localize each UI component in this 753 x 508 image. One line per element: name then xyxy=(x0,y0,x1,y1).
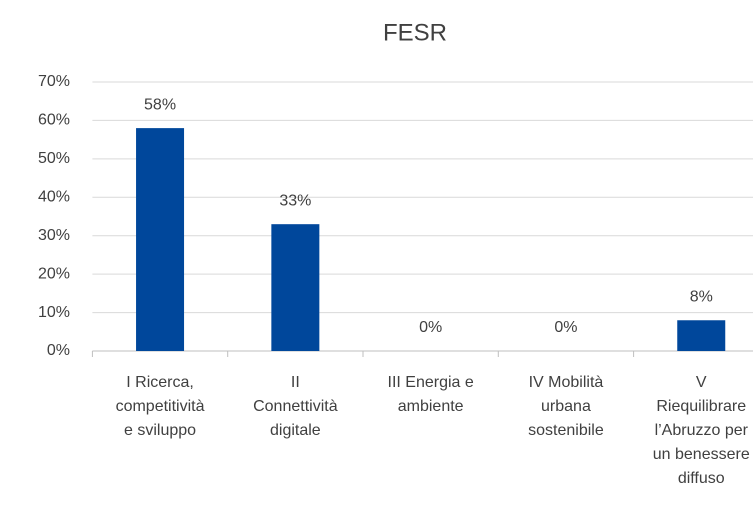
y-tick-label: 10% xyxy=(38,304,70,321)
x-tick-label: un benessere xyxy=(653,446,750,463)
x-tick-label: urbana xyxy=(541,398,591,415)
x-tick-label: II xyxy=(291,374,300,391)
data-label: 58% xyxy=(144,96,176,113)
data-label: 33% xyxy=(279,192,311,209)
x-tick-label: III Energia e xyxy=(388,374,474,391)
y-tick-label: 60% xyxy=(38,112,70,129)
x-tick-label: Connettività xyxy=(253,398,338,415)
y-tick-label: 40% xyxy=(38,189,70,206)
x-tick-label: sostenibile xyxy=(528,422,604,439)
y-tick-label: 70% xyxy=(38,73,70,90)
data-label: 8% xyxy=(690,288,713,305)
chart-title: FESR xyxy=(383,19,447,46)
x-tick-label: e sviluppo xyxy=(124,422,196,439)
bar xyxy=(271,224,320,351)
bar xyxy=(677,320,726,351)
x-tick-label: digitale xyxy=(270,422,321,439)
y-tick-label: 50% xyxy=(38,150,70,167)
y-tick-label: 0% xyxy=(47,342,70,359)
x-tick-label: I Ricerca, xyxy=(126,374,194,391)
y-tick-label: 30% xyxy=(38,227,70,244)
x-tick-label: ambiente xyxy=(398,398,464,415)
data-label: 0% xyxy=(419,319,442,336)
x-tick-label: l’Abruzzo per xyxy=(655,422,749,439)
x-tick-label: diffuso xyxy=(678,470,725,487)
x-tick-label: Riequilibrare xyxy=(656,398,746,415)
y-tick-label: 20% xyxy=(38,265,70,282)
x-tick-label: IV Mobilità xyxy=(529,374,604,391)
x-tick-label: competitività xyxy=(116,398,205,415)
bar xyxy=(136,128,185,351)
data-label: 0% xyxy=(554,319,577,336)
x-tick-label: V xyxy=(696,374,707,391)
